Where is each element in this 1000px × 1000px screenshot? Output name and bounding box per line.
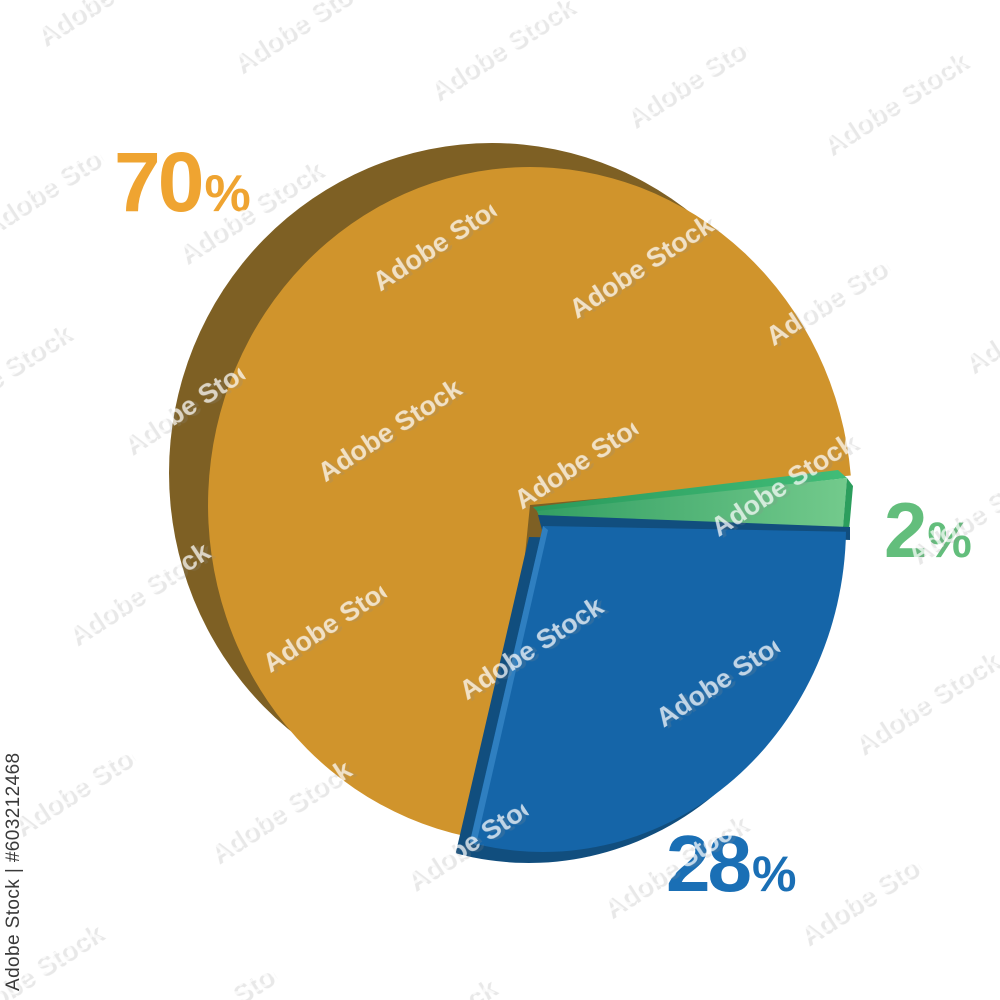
stock-id-watermark: Adobe Stock | #603212468 — [3, 752, 24, 992]
label-2-percent: 2% — [884, 491, 972, 569]
label-28-percent-sign: % — [751, 846, 797, 902]
label-28-number: 28 — [666, 819, 752, 908]
label-28-percent: 28% — [666, 824, 796, 904]
label-70-number: 70 — [114, 135, 204, 229]
label-2-number: 2 — [884, 486, 927, 574]
label-2-percent-sign: % — [927, 512, 972, 568]
label-70-percent-sign: % — [204, 165, 251, 223]
label-70-percent: 70% — [114, 140, 251, 224]
